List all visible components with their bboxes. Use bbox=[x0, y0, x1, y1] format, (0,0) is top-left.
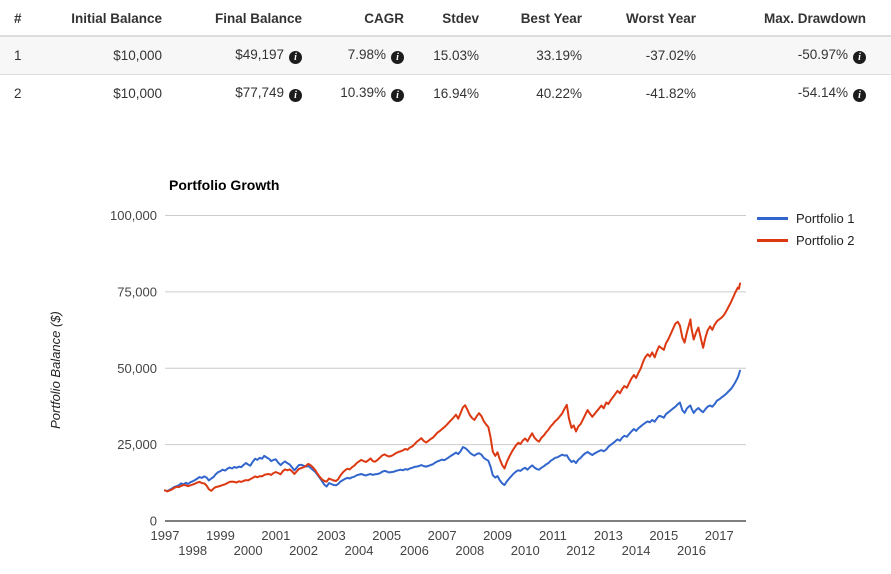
x-tick-label-2012: 2012 bbox=[566, 543, 595, 558]
x-tick-label-2015: 2015 bbox=[649, 528, 678, 543]
worst-year-value: -37.02% bbox=[590, 35, 704, 75]
col-header-max-drawdown: Max. Drawdown bbox=[704, 0, 891, 37]
y-tick-label-75,000: 75,000 bbox=[117, 284, 157, 299]
initial-balance-value: $10,000 bbox=[40, 35, 170, 75]
col-header-stdev: Stdev bbox=[412, 0, 487, 37]
initial-balance-value: $10,000 bbox=[40, 74, 170, 112]
x-tick-label-2014: 2014 bbox=[622, 543, 651, 558]
portfolio-growth-chart: Portfolio Growth Portfolio Balance ($) 0… bbox=[0, 155, 891, 574]
cagr-value: 10.39% i bbox=[310, 74, 412, 112]
portfolio-1-line[interactable] bbox=[164, 369, 741, 493]
final-balance-value: $49,197 i bbox=[170, 35, 310, 75]
stdev-value: 15.03% bbox=[412, 35, 487, 75]
max-drawdown-value: -54.14% i bbox=[704, 74, 891, 112]
table-row-portfolio-1: 1 $10,000 $49,197 i 7.98% i 15.03% 33.19% … bbox=[0, 35, 891, 75]
cagr-value: 7.98% i bbox=[310, 35, 412, 75]
chart-legend: Portfolio 1 Portfolio 2 bbox=[757, 207, 855, 251]
x-tick-label-2016: 2016 bbox=[677, 543, 706, 558]
info-icon[interactable]: i bbox=[289, 51, 302, 64]
info-icon[interactable]: i bbox=[853, 51, 866, 64]
legend-item-portfolio-2[interactable]: Portfolio 2 bbox=[757, 229, 855, 251]
info-icon[interactable]: i bbox=[853, 89, 866, 102]
info-icon[interactable]: i bbox=[289, 89, 302, 102]
table-header-row: # Initial Balance Final Balance CAGR Std… bbox=[0, 0, 891, 37]
x-tick-label-2009: 2009 bbox=[483, 528, 512, 543]
worst-year-value: -41.82% bbox=[590, 74, 704, 112]
portfolio-2-line[interactable] bbox=[164, 282, 741, 493]
x-tick-label-2011: 2011 bbox=[539, 528, 567, 543]
portfolio-summary-table: # Initial Balance Final Balance CAGR Std… bbox=[0, 0, 891, 112]
y-tick-label-100,000: 100,000 bbox=[110, 208, 157, 223]
x-tick-label-2008: 2008 bbox=[455, 543, 484, 558]
legend-item-portfolio-1[interactable]: Portfolio 1 bbox=[757, 207, 855, 229]
x-tick-label-1998: 1998 bbox=[178, 543, 207, 558]
col-header-cagr: CAGR bbox=[310, 0, 412, 37]
table-row-portfolio-2: 2 $10,000 $77,749 i 10.39% i 16.94% 40.22%… bbox=[0, 74, 891, 112]
x-tick-label-2007: 2007 bbox=[428, 528, 457, 543]
final-balance-value: $77,749 i bbox=[170, 74, 310, 112]
x-tick-label-2010: 2010 bbox=[511, 543, 540, 558]
col-header-initial-balance: Initial Balance bbox=[40, 0, 170, 37]
x-tick-label-2003: 2003 bbox=[317, 528, 346, 543]
x-tick-label-2001: 2001 bbox=[261, 528, 290, 543]
chart-title: Portfolio Growth bbox=[169, 177, 280, 193]
y-tick-label-50,000: 50,000 bbox=[117, 361, 157, 376]
legend-swatch-portfolio-2 bbox=[757, 238, 788, 242]
col-header-number: # bbox=[0, 0, 40, 37]
info-icon[interactable]: i bbox=[391, 89, 404, 102]
row-number: 1 bbox=[0, 35, 40, 75]
col-header-best-year: Best Year bbox=[487, 0, 590, 37]
y-tick-label-25,000: 25,000 bbox=[117, 437, 157, 452]
best-year-value: 40.22% bbox=[487, 74, 590, 112]
x-tick-label-1999: 1999 bbox=[206, 528, 235, 543]
y-axis-title: Portfolio Balance ($) bbox=[48, 311, 63, 429]
chart-canvas: Portfolio Balance ($) 0 25,000 50,000 75,00… bbox=[48, 208, 746, 558]
x-tick-label-2006: 2006 bbox=[400, 543, 429, 558]
y-tick-label-0: 0 bbox=[150, 514, 157, 529]
x-tick-label-2017: 2017 bbox=[705, 528, 734, 543]
info-icon[interactable]: i bbox=[391, 51, 404, 64]
x-tick-label-1997: 1997 bbox=[151, 528, 180, 543]
best-year-value: 33.19% bbox=[487, 35, 590, 75]
stdev-value: 16.94% bbox=[412, 74, 487, 112]
row-number: 2 bbox=[0, 74, 40, 112]
x-tick-label-2004: 2004 bbox=[345, 543, 374, 558]
x-tick-label-2000: 2000 bbox=[234, 543, 263, 558]
x-tick-label-2002: 2002 bbox=[289, 543, 318, 558]
col-header-worst-year: Worst Year bbox=[590, 0, 704, 37]
legend-swatch-portfolio-1 bbox=[757, 216, 788, 220]
max-drawdown-value: -50.97% i bbox=[704, 35, 891, 75]
x-tick-label-2013: 2013 bbox=[594, 528, 623, 543]
x-tick-label-2005: 2005 bbox=[372, 528, 401, 543]
col-header-final-balance: Final Balance bbox=[170, 0, 310, 37]
